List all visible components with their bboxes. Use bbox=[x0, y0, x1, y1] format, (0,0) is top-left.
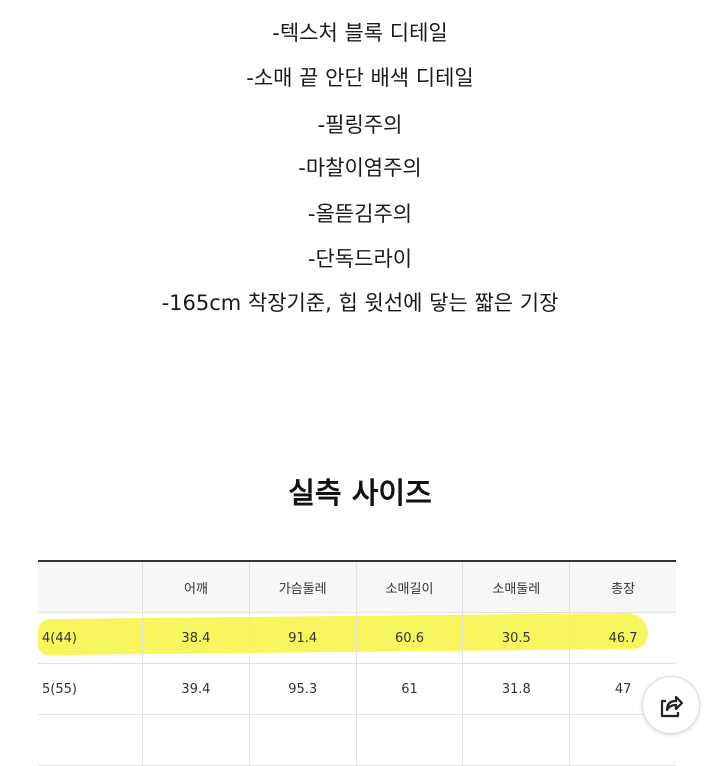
size-table: 어깨 가슴둘레 소매길이 소매둘레 총장 4(44) 38.4 91.4 60.… bbox=[38, 560, 676, 766]
header-cell: 총장 bbox=[569, 562, 676, 612]
detail-line: -필링주의 bbox=[317, 113, 403, 137]
share-icon bbox=[660, 695, 684, 718]
table-cell: 47 bbox=[569, 664, 676, 714]
table-header-row: 어깨 가슴둘레 소매길이 소매둘레 총장 bbox=[38, 562, 676, 613]
table-cell: 95.3 bbox=[248, 664, 356, 714]
table-row bbox=[38, 715, 676, 766]
header-cell: 소매길이 bbox=[355, 562, 463, 612]
table-cell: 61 bbox=[355, 664, 463, 714]
table-cell bbox=[462, 715, 569, 765]
header-cell bbox=[38, 562, 142, 612]
table-cell: 38.4 bbox=[142, 613, 249, 663]
table-cell bbox=[142, 715, 249, 765]
table-cell bbox=[38, 715, 142, 765]
detail-line: -단독드라이 bbox=[307, 247, 413, 271]
table-cell: 5(55) bbox=[42, 681, 77, 697]
table-cell: 60.6 bbox=[355, 613, 463, 663]
table-cell: 30.5 bbox=[462, 613, 569, 663]
detail-line: -올뜯김주의 bbox=[307, 202, 413, 226]
table-row: 4(44) 38.4 91.4 60.6 30.5 46.7 bbox=[38, 613, 676, 664]
detail-line: -165cm 착장기준, 힙 윗선에 닿는 짧은 기장 bbox=[161, 291, 559, 315]
table-row: 5(55) 39.4 95.3 61 31.8 47 bbox=[38, 664, 676, 715]
header-cell: 가슴둘레 bbox=[248, 562, 356, 612]
table-cell: 4(44) bbox=[42, 630, 77, 646]
table-cell: 46.7 bbox=[569, 613, 676, 663]
detail-line: -마찰이염주의 bbox=[298, 156, 422, 180]
table-cell bbox=[355, 715, 463, 765]
size-title: 실측 사이즈 bbox=[288, 476, 432, 510]
table-cell: 31.8 bbox=[462, 664, 569, 714]
table-cell: 39.4 bbox=[142, 664, 249, 714]
table-cell bbox=[248, 715, 356, 765]
detail-line: -소매 끝 안단 배색 디테일 bbox=[246, 66, 474, 90]
table-cell bbox=[569, 715, 676, 765]
header-cell: 소매둘레 bbox=[462, 562, 569, 612]
table-cell: 91.4 bbox=[248, 613, 356, 663]
header-cell: 어깨 bbox=[142, 562, 249, 612]
detail-line: -텍스처 블록 디테일 bbox=[272, 21, 448, 45]
